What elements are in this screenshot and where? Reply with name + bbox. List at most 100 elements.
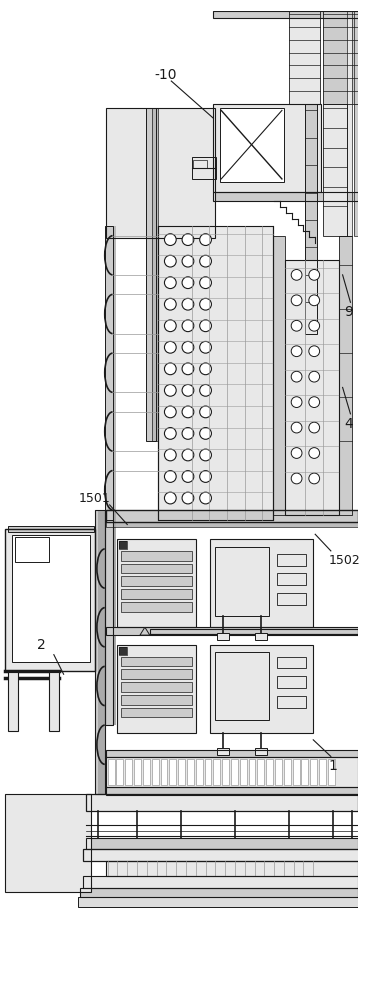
Bar <box>277 573 306 585</box>
Bar <box>339 236 352 515</box>
Circle shape <box>291 320 302 331</box>
Bar <box>105 510 113 725</box>
Bar <box>193 160 206 168</box>
Text: 2: 2 <box>37 638 46 652</box>
Bar <box>266 759 273 785</box>
Circle shape <box>182 428 194 439</box>
Circle shape <box>200 449 212 461</box>
Bar <box>106 627 358 635</box>
Circle shape <box>182 320 194 332</box>
Circle shape <box>309 422 320 433</box>
Bar <box>158 226 273 520</box>
Bar <box>116 759 123 785</box>
Bar <box>289 11 320 104</box>
Bar <box>106 108 215 238</box>
Circle shape <box>182 277 194 289</box>
Bar <box>277 593 306 605</box>
Bar <box>293 759 299 785</box>
Circle shape <box>182 384 194 396</box>
Bar <box>319 759 326 785</box>
Bar <box>187 759 194 785</box>
Circle shape <box>291 397 302 407</box>
Bar <box>196 759 203 785</box>
Circle shape <box>182 298 194 310</box>
Bar <box>210 539 313 627</box>
Circle shape <box>291 295 302 306</box>
Bar <box>169 759 176 785</box>
Bar <box>8 526 94 532</box>
Bar <box>192 157 216 179</box>
Bar <box>273 236 285 515</box>
Bar <box>83 849 359 861</box>
Bar <box>122 708 192 717</box>
Bar <box>277 554 306 566</box>
Bar <box>217 748 229 755</box>
Bar <box>8 526 94 532</box>
Bar <box>215 652 269 720</box>
Text: 9: 9 <box>344 305 354 319</box>
Circle shape <box>200 363 212 375</box>
Bar <box>285 260 339 515</box>
Bar <box>119 647 127 655</box>
Circle shape <box>200 428 212 439</box>
Bar <box>285 260 339 515</box>
Circle shape <box>164 406 176 418</box>
Circle shape <box>291 473 302 484</box>
Bar <box>106 757 358 787</box>
Text: 4: 4 <box>344 417 353 431</box>
Bar <box>86 838 358 849</box>
Circle shape <box>291 269 302 280</box>
Bar <box>105 226 113 520</box>
Bar <box>240 759 247 785</box>
Circle shape <box>164 428 176 439</box>
Circle shape <box>164 492 176 504</box>
Bar <box>106 750 358 757</box>
Polygon shape <box>140 627 150 635</box>
Bar <box>15 537 49 562</box>
Circle shape <box>200 341 212 353</box>
Bar <box>122 669 192 679</box>
Text: 1502: 1502 <box>329 554 361 567</box>
Circle shape <box>200 406 212 418</box>
Bar <box>152 108 158 441</box>
Bar <box>152 108 158 441</box>
Bar <box>217 633 229 640</box>
Bar <box>323 104 347 236</box>
Bar <box>122 682 192 692</box>
Bar <box>83 876 358 888</box>
Bar <box>323 11 358 104</box>
Bar <box>354 11 358 236</box>
Bar <box>119 647 127 655</box>
Bar <box>354 11 358 236</box>
Bar <box>213 192 358 201</box>
Circle shape <box>309 295 320 306</box>
Circle shape <box>309 397 320 407</box>
Bar <box>275 759 282 785</box>
Bar <box>86 794 358 811</box>
Bar <box>5 794 91 892</box>
Bar <box>106 108 215 238</box>
Bar <box>122 602 192 612</box>
Bar <box>106 510 358 522</box>
Bar <box>347 11 352 236</box>
Bar <box>98 510 105 794</box>
Bar <box>210 645 313 733</box>
Bar <box>117 645 196 733</box>
Bar <box>122 589 192 599</box>
Circle shape <box>309 269 320 280</box>
Bar <box>5 529 95 671</box>
Bar <box>106 757 358 787</box>
Bar <box>231 759 238 785</box>
Bar <box>152 759 158 785</box>
Bar <box>255 748 267 755</box>
Circle shape <box>291 371 302 382</box>
Circle shape <box>164 449 176 461</box>
Bar <box>5 529 95 671</box>
Bar <box>310 759 317 785</box>
Bar <box>213 104 321 192</box>
Bar <box>305 104 317 334</box>
Bar <box>205 759 212 785</box>
Bar <box>339 236 352 515</box>
Bar <box>106 522 358 527</box>
Bar <box>289 11 320 104</box>
